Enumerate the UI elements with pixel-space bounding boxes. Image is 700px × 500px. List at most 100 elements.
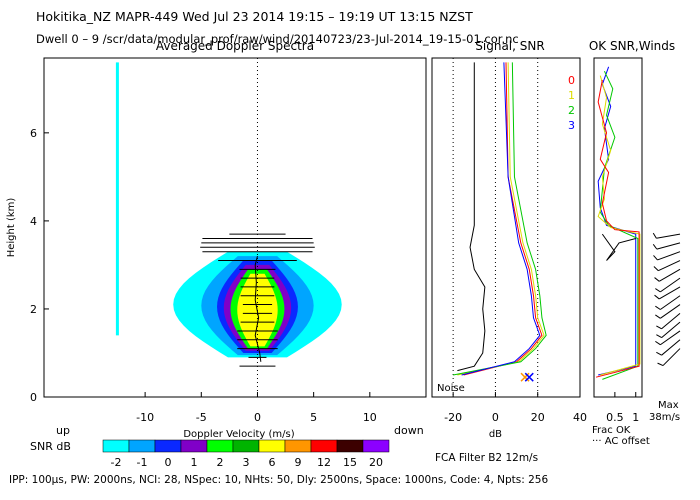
wind-barb (660, 330, 681, 346)
frac-ok-tick-label: 0.5 (606, 411, 624, 424)
colorbar-swatch (258, 439, 286, 453)
filter-label: FCA Filter B2 12m/s (435, 452, 539, 464)
noise-marker (524, 372, 534, 382)
noise-marker (520, 372, 530, 382)
signal-x-tick-label: 0 (492, 411, 499, 424)
colorbar-swatch (206, 439, 234, 453)
spectra-x-tick-label: -10 (136, 411, 154, 424)
colorbar-swatch (180, 439, 208, 453)
colorbar-swatch (362, 439, 390, 453)
spectra-stripe (115, 62, 119, 336)
noise-label: Noise (437, 383, 465, 394)
wind-barb (658, 286, 681, 300)
wind-barb-flag (654, 277, 660, 282)
footer-parameters: IPP: 100µs, PW: 2000ns, NCI: 28, NSpec: … (9, 474, 549, 486)
signal-frame (431, 57, 581, 398)
colorbar-tick-label: 2 (217, 456, 224, 469)
colorbar-swatch (102, 439, 130, 453)
spectra-x-tick-label: 5 (310, 411, 317, 424)
legend-entry: 1 (568, 89, 575, 102)
wind-barb-flag (655, 305, 661, 310)
wind-barb-flag (655, 340, 661, 346)
spectra-y-axis-label: Height (km) (6, 198, 17, 258)
spectra-x-tick-label: -5 (196, 411, 207, 424)
height-tick-label: 2 (30, 303, 37, 316)
wind-barb (661, 321, 681, 338)
wind-barb (662, 348, 681, 366)
wind-barb (656, 233, 681, 239)
colorbar-tick-label: 20 (369, 456, 383, 469)
colorbar-tick-label: -2 (111, 456, 122, 469)
frac-ok-line (595, 79, 640, 378)
wind-barb (660, 277, 681, 293)
wind-barb (656, 242, 681, 250)
ac-offset-label: ··· AC offset (592, 436, 650, 447)
wind-barb-flag (657, 362, 664, 366)
up-label: up (56, 424, 70, 437)
legend-entry: 0 (568, 74, 575, 87)
frac-ok-label: Frac OK (592, 425, 631, 436)
wind-barb-flag (654, 294, 660, 300)
height-tick-label: 6 (30, 127, 37, 140)
wind-barb-flag (655, 288, 661, 293)
colorbar-tick-label: 3 (243, 456, 250, 469)
frac-ok-line (597, 66, 637, 376)
signal-x-axis-label: dB (489, 429, 502, 440)
colorbar-swatch (284, 439, 312, 453)
colorbar-tick-label: 6 (269, 456, 276, 469)
spectra-x-tick-label: 10 (363, 411, 377, 424)
wind-barb-flag (656, 334, 662, 339)
frac-ok-line (599, 70, 639, 380)
spectra-frame (43, 57, 427, 398)
colorbar-swatch (310, 439, 338, 453)
header-file-path: Dwell 0 – 9 /scr/data/modular_prof/raw/w… (36, 32, 519, 46)
down-label: down (394, 424, 424, 437)
wind-barb (660, 295, 681, 310)
colorbar-swatch (128, 439, 156, 453)
wind-max-value: 38m/s (649, 412, 680, 423)
height-tick-label: 4 (30, 215, 37, 228)
signal-series-line (463, 62, 543, 376)
colorbar-tick-label: -1 (137, 456, 148, 469)
colorbar-tick-label: 15 (343, 456, 357, 469)
legend-entry: 2 (568, 104, 575, 117)
signal-series-line (453, 62, 547, 376)
colorbar-swatch (232, 439, 260, 453)
frac-ok-line (601, 233, 636, 261)
colorbar-swatch (336, 439, 364, 453)
wind-barb (658, 268, 681, 282)
colorbar-tick-label: 1 (191, 456, 198, 469)
legend-entry: 3 (568, 119, 575, 132)
frac-ok-line (597, 75, 641, 376)
frac-ok-tick-label: 1 (632, 411, 639, 424)
wind-barb-flag (653, 266, 659, 272)
wind-barb (661, 339, 681, 356)
snr-winds-title: OK SNR,Winds (589, 39, 675, 53)
height-tick-label: 0 (30, 391, 37, 404)
signal-x-tick-label: -20 (444, 411, 462, 424)
wind-barb-flag (652, 232, 657, 239)
wind-barb-flag (655, 314, 661, 319)
colorbar-tick-label: 12 (317, 456, 331, 469)
wind-barb (661, 312, 681, 330)
mean-velocity-line (254, 255, 262, 362)
signal-series-line (461, 62, 541, 376)
spectra-title: Averaged Doppler Spectra (156, 39, 314, 53)
signal-series-line (457, 62, 486, 372)
signal-x-tick-label: 20 (531, 411, 545, 424)
spectra-x-tick-label: 0 (254, 411, 261, 424)
colorbar-tick-label: 0 (165, 456, 172, 469)
wind-barb-flag (652, 243, 658, 250)
snr-ok-frame (593, 57, 643, 398)
wind-max-label: Max (658, 400, 679, 411)
spectra-x-axis-label: Doppler Velocity (m/s) (183, 429, 294, 440)
wind-barb-flag (656, 325, 662, 330)
wind-barb (660, 304, 681, 319)
wind-barb-flag (653, 255, 658, 261)
colorbar-label: SNR dB (30, 440, 71, 453)
colorbar-swatch (154, 439, 182, 453)
wind-barb (658, 260, 681, 272)
wind-barb-flag (656, 351, 662, 356)
header-title: Hokitika_NZ MAPR-449 Wed Jul 23 2014 19:… (36, 9, 473, 24)
